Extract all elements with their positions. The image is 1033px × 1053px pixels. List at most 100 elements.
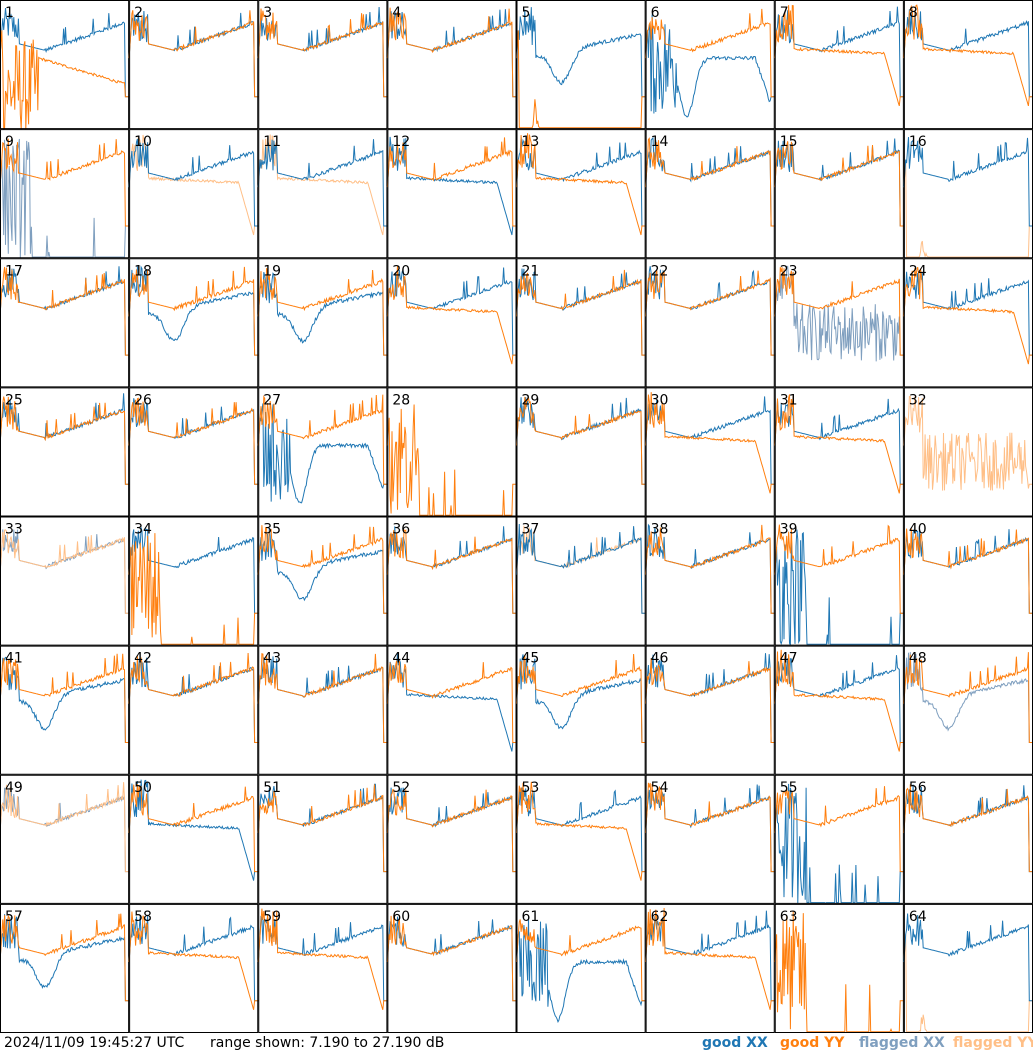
panel-border (645, 129, 775, 259)
series-yy-31 (774, 394, 904, 494)
panel-label: 43 (263, 651, 281, 667)
panel-26: 26 (128, 387, 259, 517)
panel-label: 51 (263, 780, 281, 796)
series-xx-4 (386, 9, 517, 98)
series-xx-37 (516, 523, 646, 614)
series-xx-flag-48 (903, 652, 1033, 743)
series-yy-40 (903, 528, 1033, 614)
series-yy-45 (516, 653, 646, 743)
series-yy-50 (128, 783, 259, 873)
series-xx-flag-23 (774, 265, 904, 362)
series-yy-56 (903, 784, 1033, 873)
series-yy-20 (386, 265, 517, 365)
panel-border (645, 258, 775, 388)
series-yy-29 (516, 396, 646, 485)
panel-border (0, 387, 130, 517)
series-yy-43 (257, 652, 388, 743)
panel-border (645, 774, 775, 904)
panel-label: 17 (5, 263, 23, 279)
series-xx-18 (128, 265, 259, 356)
panel-63: 63 (774, 903, 904, 1033)
panel-56: 56 (903, 774, 1033, 904)
panel-24: 24 (903, 258, 1033, 388)
panel-border (129, 774, 259, 904)
panel-52: 52 (386, 774, 517, 904)
panel-9: 9 (0, 129, 130, 259)
series-yy-3 (257, 8, 388, 98)
series-xx-35 (257, 528, 388, 614)
panel-35: 35 (257, 516, 388, 646)
series-yy-flag-64 (903, 934, 1033, 1033)
series-yy-18 (128, 266, 259, 356)
panel-label: 44 (392, 651, 410, 667)
panel-border (258, 0, 388, 130)
series-yy-13 (516, 133, 646, 236)
panel-46: 46 (645, 645, 775, 775)
panel-label: 29 (522, 392, 540, 408)
panel-label: 56 (909, 780, 927, 796)
panel-border (903, 0, 1033, 130)
panel-label: 1 (5, 5, 14, 21)
series-xx-53 (516, 787, 646, 873)
series-xx-12 (386, 136, 517, 236)
series-yy-25 (0, 396, 130, 485)
panel-label: 32 (909, 392, 927, 408)
panel-label: 40 (909, 522, 927, 538)
series-xx-58 (128, 915, 259, 1002)
panel-label: 35 (263, 522, 281, 538)
panel-label: 3 (263, 5, 272, 21)
panel-18: 18 (128, 258, 259, 388)
series-yy-26 (128, 397, 259, 485)
panel-label: 8 (909, 5, 918, 21)
panel-37: 37 (516, 516, 646, 646)
panel-label: 12 (392, 134, 410, 150)
panel-border (258, 645, 388, 775)
series-yy-57 (0, 913, 130, 1002)
panel-label: 41 (5, 651, 23, 667)
panel-label: 47 (780, 651, 798, 667)
series-xx-31 (774, 398, 904, 485)
series-xx-2 (128, 10, 259, 98)
series-yy-21 (516, 269, 646, 356)
series-yy-62 (645, 907, 775, 1010)
series-xx-flag-9 (0, 138, 130, 258)
series-xx-3 (257, 6, 388, 98)
series-yy-7 (774, 5, 904, 107)
series-yy-54 (645, 782, 775, 873)
series-xx-39 (774, 529, 904, 646)
series-yy-17 (0, 266, 130, 356)
panel-border (129, 516, 259, 646)
panel-border (516, 258, 646, 388)
panel-border (0, 258, 130, 388)
series-xx-41 (0, 656, 130, 743)
series-yy-9 (0, 138, 130, 227)
panel-label: 45 (522, 651, 540, 667)
panel-label: 23 (780, 263, 798, 279)
series-yy-51 (257, 784, 388, 873)
panel-border (387, 774, 517, 904)
series-xx-21 (516, 268, 646, 356)
panel-33: 33 (0, 516, 130, 646)
series-xx-flag-49 (0, 785, 130, 873)
panel-border (258, 258, 388, 388)
series-yy-58 (128, 911, 259, 1010)
panel-11: 11 (257, 129, 388, 259)
panel-23: 23 (774, 258, 904, 388)
panel-29: 29 (516, 387, 646, 517)
panel-border (258, 903, 388, 1033)
panel-label: 50 (134, 780, 152, 796)
series-yy-19 (257, 267, 388, 356)
panel-label: 26 (134, 392, 152, 408)
panel-39: 39 (774, 516, 904, 646)
panel-border (0, 516, 130, 646)
series-yy-61 (516, 919, 646, 1002)
series-xx-29 (516, 397, 646, 485)
panel-label: 5 (522, 5, 531, 21)
panel-label: 11 (263, 134, 281, 150)
series-yy-55 (774, 786, 904, 873)
panel-label: 42 (134, 651, 152, 667)
panel-54: 54 (645, 774, 775, 904)
panel-border (387, 0, 517, 130)
panel-label: 33 (5, 522, 23, 538)
panel-label: 28 (392, 392, 410, 408)
